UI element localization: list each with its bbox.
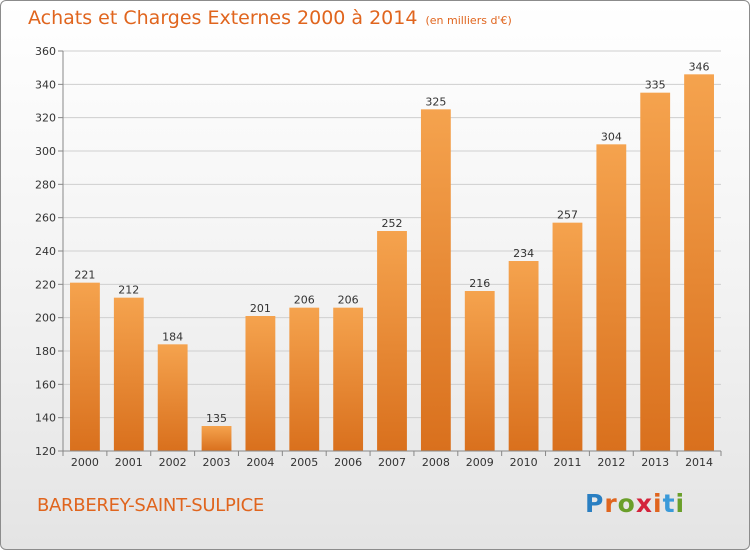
x-tick-label: 2009	[466, 456, 494, 469]
bar-2012	[596, 144, 627, 452]
y-tick-label: 240	[35, 245, 56, 258]
bar-value-label: 206	[338, 294, 359, 307]
bar-value-label: 216	[469, 277, 490, 290]
bar-value-label: 135	[206, 412, 227, 425]
y-tick-label: 120	[35, 445, 56, 458]
bar-value-label: 257	[557, 209, 578, 222]
logo-letter: P	[585, 489, 605, 518]
x-tick-label: 2013	[641, 456, 669, 469]
bar-value-label: 206	[294, 294, 315, 307]
x-tick-label: 2003	[203, 456, 231, 469]
y-axis: 120 140 160 180 200 220 240 260 280 300 320 340 360	[35, 45, 64, 458]
bar-value-label: 335	[645, 79, 666, 92]
x-tick-label: 2005	[290, 456, 318, 469]
proxiti-logo: Proxiti	[585, 489, 685, 518]
bar-2007	[377, 231, 407, 451]
bar-value-label: 184	[162, 330, 183, 343]
bar-value-label: 234	[513, 247, 534, 260]
y-tick-label: 340	[35, 78, 56, 91]
chart-subtitle: (en milliers d'€)	[425, 14, 512, 27]
logo-letter: i	[653, 489, 663, 518]
bar-2010	[508, 261, 539, 451]
x-tick-label: 2007	[378, 456, 406, 469]
x-tick-label: 2010	[510, 456, 538, 469]
x-tick-label: 2008	[422, 456, 450, 469]
x-tick-label: 2002	[159, 456, 187, 469]
bar-2002	[157, 344, 188, 451]
y-tick-label: 360	[35, 45, 56, 58]
commune-name: BARBEREY-SAINT-SULPICE	[37, 495, 264, 516]
y-tick-label: 220	[35, 278, 56, 291]
bar-2006	[333, 307, 364, 451]
bar-2005	[289, 307, 320, 451]
x-tick-label: 2011	[553, 456, 581, 469]
logo-letter: o	[617, 489, 636, 518]
bar-value-label: 346	[689, 60, 710, 73]
y-tick-label: 200	[35, 312, 56, 325]
bar-2001	[113, 297, 144, 451]
logo-letter: r	[604, 489, 618, 518]
y-tick-label: 180	[35, 345, 56, 358]
y-tick-label: 260	[35, 212, 56, 225]
x-axis: 2000 2001 2002 2003 2004 2005 2006 2007 2008 2009…	[62, 450, 722, 469]
bar-2008	[420, 109, 451, 451]
y-tick-label: 280	[35, 178, 56, 191]
x-tick-label: 2014	[685, 456, 713, 469]
bar-value-label: 325	[425, 95, 446, 108]
y-tick-label: 140	[35, 412, 56, 425]
bar-2004	[245, 316, 276, 451]
x-tick-label: 2006	[334, 456, 362, 469]
bar-value-label: 252	[382, 217, 403, 230]
bar-value-label: 212	[118, 284, 139, 297]
y-tick-label: 300	[35, 145, 56, 158]
logo-letter: t	[662, 489, 676, 518]
chart-title: Achats et Charges Externes 2000 à 2014 (e…	[28, 7, 512, 29]
logo-letter: x	[635, 489, 653, 518]
bar-value-label: 201	[250, 302, 271, 315]
bar-value-label: 221	[74, 269, 95, 282]
bar-2013	[640, 92, 671, 452]
x-tick-label: 2000	[71, 456, 99, 469]
bar-2000	[70, 282, 100, 451]
y-tick-label: 320	[35, 112, 56, 125]
bar-2003	[201, 426, 232, 451]
bar-value-label: 304	[601, 130, 622, 143]
x-tick-label: 2004	[246, 456, 274, 469]
logo-letter: i	[675, 489, 686, 518]
bars: 221 212 184 135 201 206 206 252 325 216 234 257 304 3…	[70, 60, 714, 452]
bar-2009	[464, 291, 495, 451]
bar-2011	[552, 222, 583, 451]
chart-title-text: Achats et Charges Externes 2000 à 2014	[28, 7, 418, 29]
x-tick-label: 2001	[115, 456, 143, 469]
y-tick-label: 160	[35, 378, 56, 391]
x-tick-label: 2012	[597, 456, 625, 469]
bar-2014	[684, 74, 714, 451]
